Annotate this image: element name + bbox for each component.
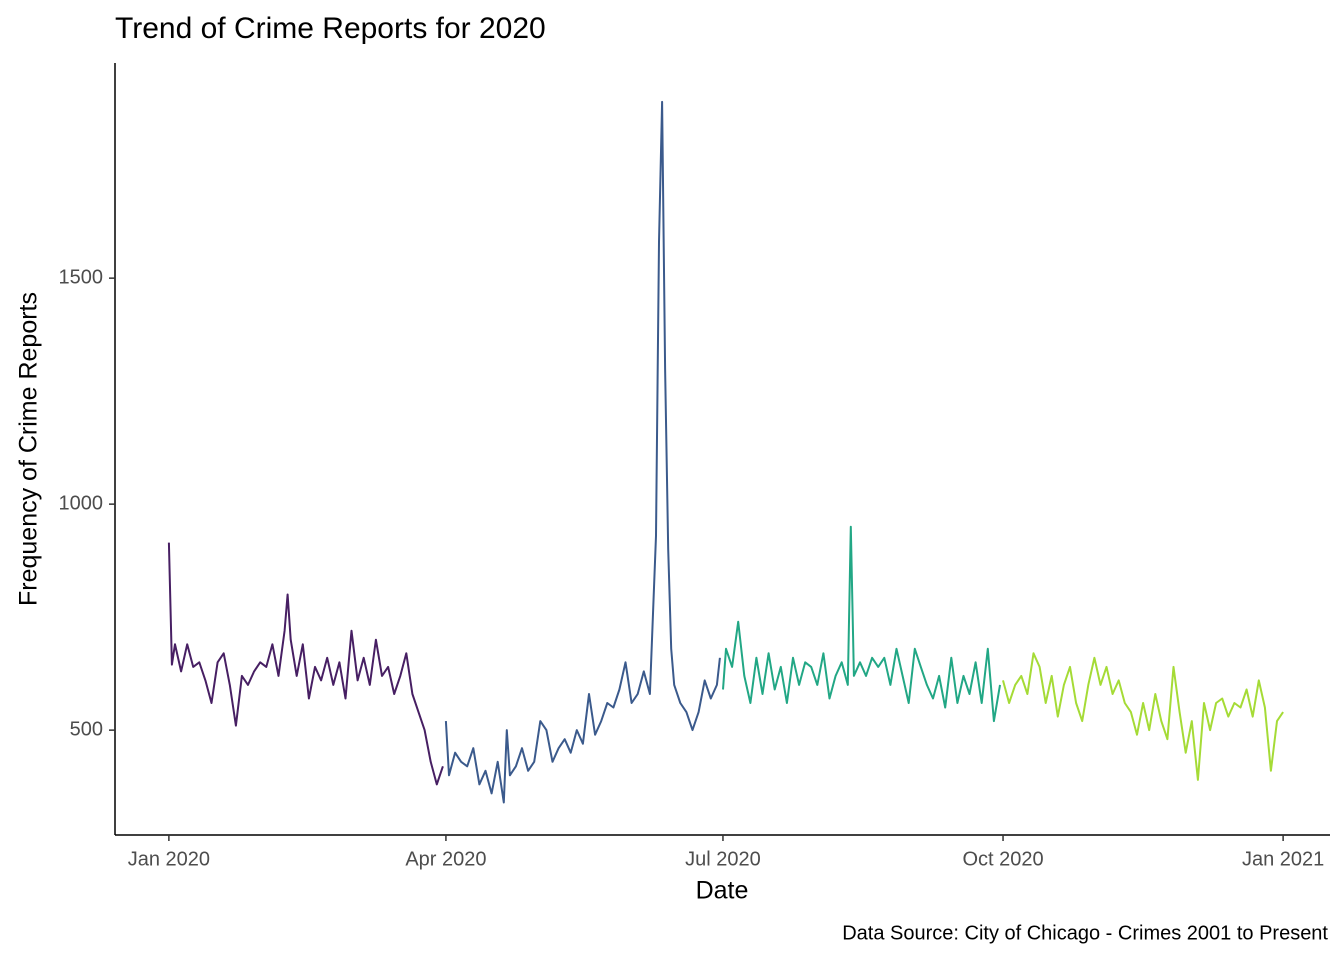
line-series	[444, 100, 721, 804]
y-tick-label: 1500	[59, 266, 104, 288]
caption: Data Source: City of Chicago - Crimes 20…	[842, 922, 1328, 944]
line-series	[167, 542, 444, 786]
x-tick-label: Jan 2020	[128, 848, 210, 870]
x-axis-title: Date	[696, 877, 749, 905]
y-tick-label: 500	[70, 718, 103, 740]
line-series	[722, 525, 1001, 723]
y-axis-title: Frequency of Crime Reports	[15, 292, 43, 606]
x-tick-label: Jan 2021	[1242, 848, 1324, 870]
x-tick-label: Oct 2020	[962, 848, 1043, 870]
line-series	[1002, 652, 1284, 781]
x-tick-label: Jul 2020	[685, 848, 761, 870]
chart-title: Trend of Crime Reports for 2020	[115, 12, 546, 45]
x-tick-label: Apr 2020	[405, 848, 486, 870]
y-tick-label: 1000	[59, 492, 104, 514]
